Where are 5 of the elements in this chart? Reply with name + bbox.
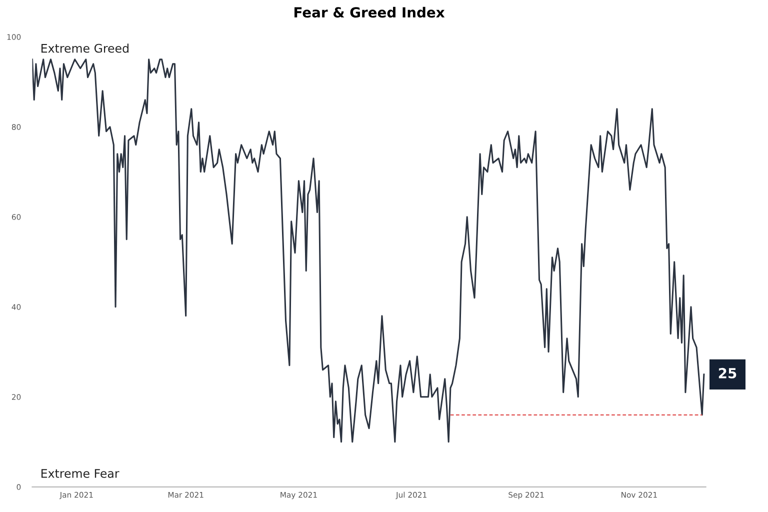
annotation: Extreme Greed	[41, 44, 128, 53]
annotation: Extreme Fear	[41, 469, 120, 478]
chart-title: Fear & Greed Index	[294, 6, 445, 18]
line-series	[32, 58, 705, 443]
annotation: 25	[718, 368, 736, 378]
